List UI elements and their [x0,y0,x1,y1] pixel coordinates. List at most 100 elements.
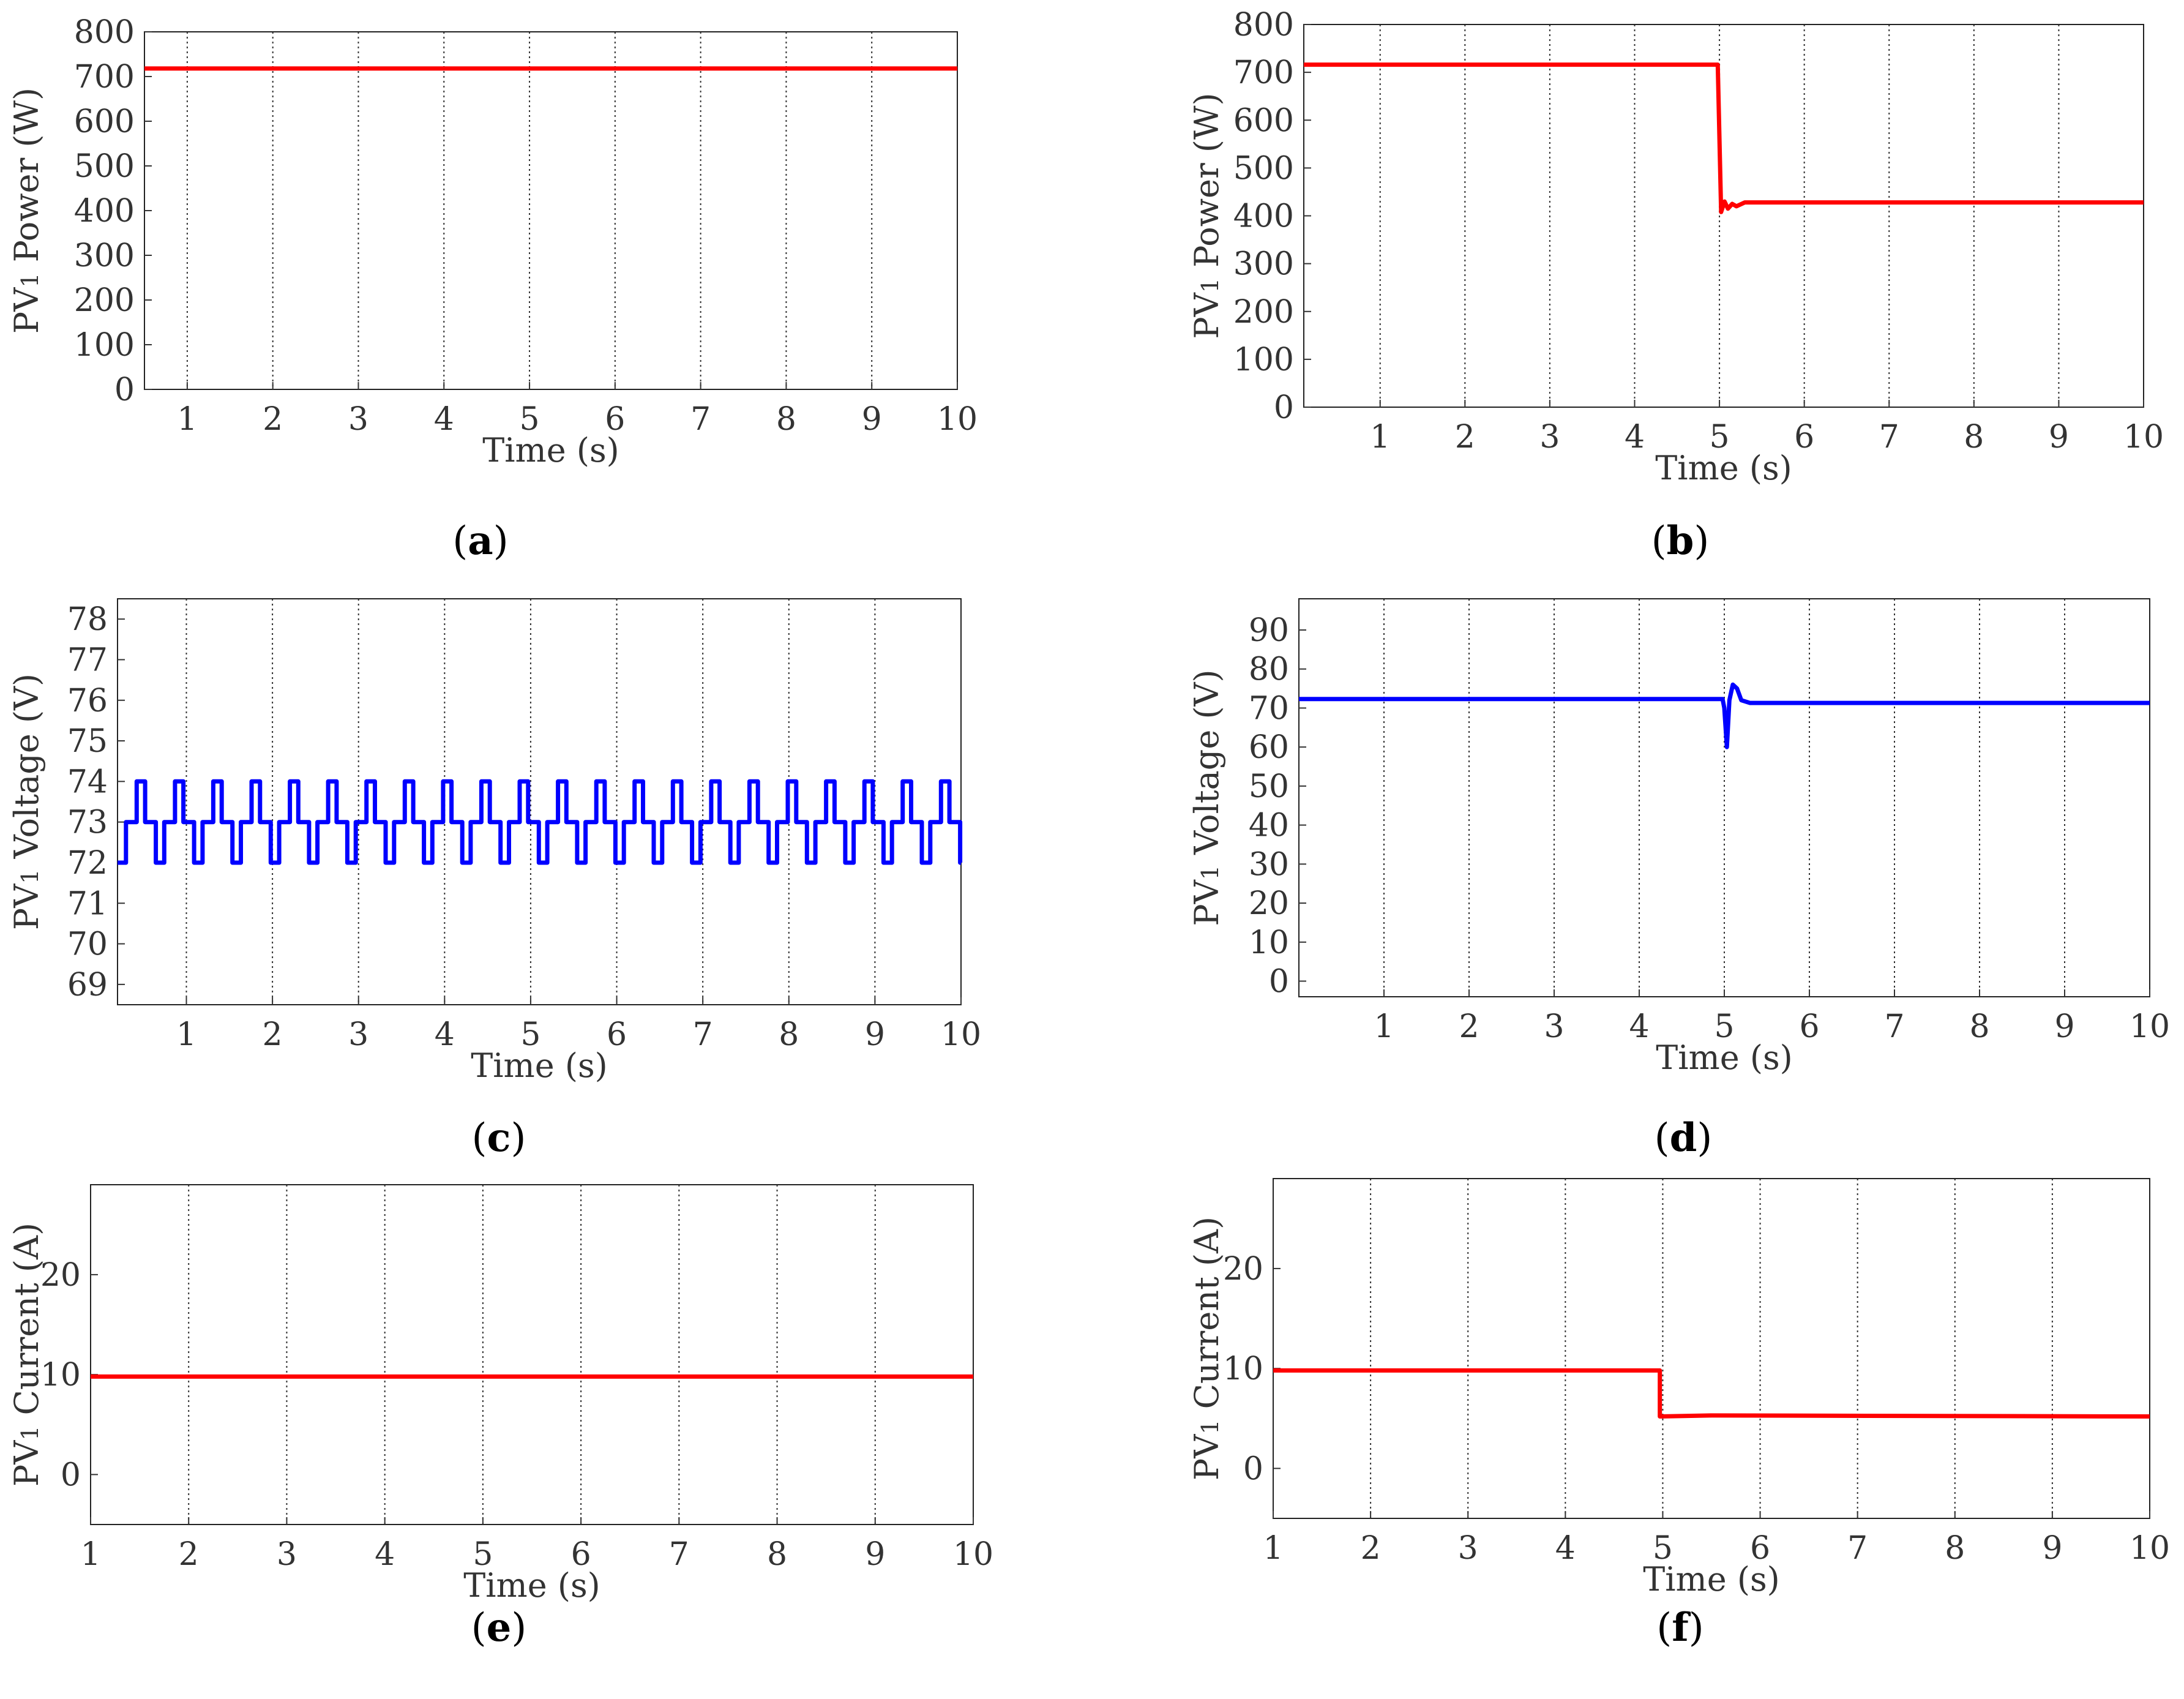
x-tick-label: 8 [767,1536,787,1573]
y-tick-label: 200 [1233,294,1294,331]
x-tick-label: 1 [80,1536,100,1573]
y-tick-label: 100 [74,327,135,364]
x-tick-label: 7 [1879,419,1899,456]
x-tick-label: 2 [1455,419,1475,456]
x-axis-label: Time (s) [463,1566,600,1605]
x-tick-label: 8 [1964,419,1984,456]
y-tick-label: 500 [74,148,135,185]
panel-caption: (c) [472,1115,526,1161]
x-tick-label: 7 [669,1536,689,1573]
plot-frame [90,1184,974,1525]
series-line [1304,62,2144,214]
y-tick-label: 0 [1243,1450,1263,1487]
y-tick-label: 0 [114,372,135,408]
panel-a: 1 2 3 4 5 6 7 8 9 100100200300400500600700800Time… [7,14,978,564]
x-tick-label: 10 [937,401,978,438]
x-tick-label: 2 [1361,1530,1381,1567]
x-tick-label: 9 [2042,1530,2062,1567]
x-tick-label: 4 [1629,1008,1649,1045]
y-tick-label: 71 [67,885,108,922]
x-tick-label: 10 [953,1536,993,1573]
x-tick-label: 1 [1263,1530,1283,1567]
x-tick-label: 1 [176,1016,196,1053]
panel-b: 1 2 3 4 5 6 7 8 9 100100200300400500600700800Time… [1187,7,2164,564]
x-tick-label: 9 [2054,1008,2074,1045]
y-tick-label: 50 [1249,768,1289,805]
x-tick-label: 3 [348,1016,368,1053]
x-tick-label: 5 [520,401,540,438]
y-tick-label: 600 [1233,102,1294,139]
y-axis-label: PV1 Current (A) [1187,1217,1226,1480]
x-tick-label: 9 [865,1016,885,1053]
x-tick-label: 1 [1374,1008,1394,1045]
plot-frame [144,31,958,390]
y-tick-label: 70 [1249,690,1289,727]
y-tick-label: 800 [1233,7,1294,43]
x-tick-label: 7 [1847,1530,1868,1567]
y-tick-label: 40 [1249,808,1289,844]
y-tick-label: 80 [1249,651,1289,688]
y-tick-label: 700 [1233,54,1294,91]
x-tick-label: 5 [473,1536,493,1573]
x-tick-label: 4 [1625,419,1645,456]
y-tick-label: 20 [1249,885,1289,922]
x-tick-label: 6 [1799,1008,1819,1045]
y-tick-label: 73 [67,804,108,841]
panel-caption: (d) [1655,1115,1713,1161]
x-axis-label: Time (s) [482,431,619,470]
x-tick-label: 4 [434,401,454,438]
x-tick-label: 6 [607,1016,627,1053]
y-tick-label: 700 [74,59,135,96]
x-tick-label: 5 [1714,1008,1734,1045]
panel-e: 1 2 3 4 5 6 7 8 9 10 0 10 20 Time (s) PV1 Current (A) (… [7,1184,993,1651]
y-tick-label: 20 [1223,1251,1263,1288]
x-tick-label: 6 [605,401,625,438]
y-axis-label: PV1 Voltage (V) [7,673,46,930]
panel-caption: (b) [1651,518,1710,564]
x-tick-label: 7 [693,1016,713,1053]
y-tick-label: 0 [61,1457,81,1493]
x-axis-label: Time (s) [471,1046,607,1085]
series-line [1273,1368,2150,1419]
x-tick-label: 3 [348,401,368,438]
x-axis-label: Time (s) [1655,449,1792,487]
y-tick-label: 800 [74,14,135,51]
panel-caption: (f) [1656,1605,1703,1651]
y-tick-label: 0 [1269,964,1289,1000]
x-tick-label: 6 [571,1536,591,1573]
y-tick-label: 300 [74,238,135,274]
y-tick-label: 20 [40,1257,81,1294]
y-tick-label: 10 [1249,925,1289,961]
y-tick-label: 90 [1249,612,1289,649]
x-tick-label: 5 [1710,419,1730,456]
x-tick-label: 9 [2049,419,2069,456]
x-tick-label: 8 [776,401,796,438]
x-tick-label: 10 [2123,419,2164,456]
x-tick-label: 2 [263,401,283,438]
y-tick-label: 200 [74,282,135,319]
plot-frame [1273,1178,2150,1519]
y-tick-label: 70 [67,926,108,963]
x-tick-label: 6 [1794,419,1814,456]
y-tick-label: 77 [67,642,108,678]
panel-f: 1 2 3 4 5 6 7 8 9 10 0 10 20 Time (s) PV1 Current (A) (… [1187,1178,2170,1651]
panel-caption: (a) [452,518,508,564]
y-tick-label: 10 [40,1357,81,1393]
plot-frame [117,598,962,1005]
y-tick-label: 0 [1274,389,1294,426]
x-axis-label: Time (s) [1656,1038,1792,1077]
x-tick-label: 3 [1458,1530,1478,1567]
x-tick-label: 2 [263,1016,283,1053]
x-tick-label: 5 [1653,1530,1673,1567]
y-tick-label: 400 [1233,198,1294,235]
y-tick-label: 500 [1233,150,1294,187]
x-tick-label: 3 [1539,419,1560,456]
y-tick-label: 75 [67,723,108,760]
plot-frame [1303,24,2144,408]
x-tick-label: 4 [435,1016,455,1053]
y-axis-label: PV1 Power (W) [7,88,46,334]
x-tick-label: 10 [941,1016,981,1053]
x-tick-label: 3 [1544,1008,1564,1045]
